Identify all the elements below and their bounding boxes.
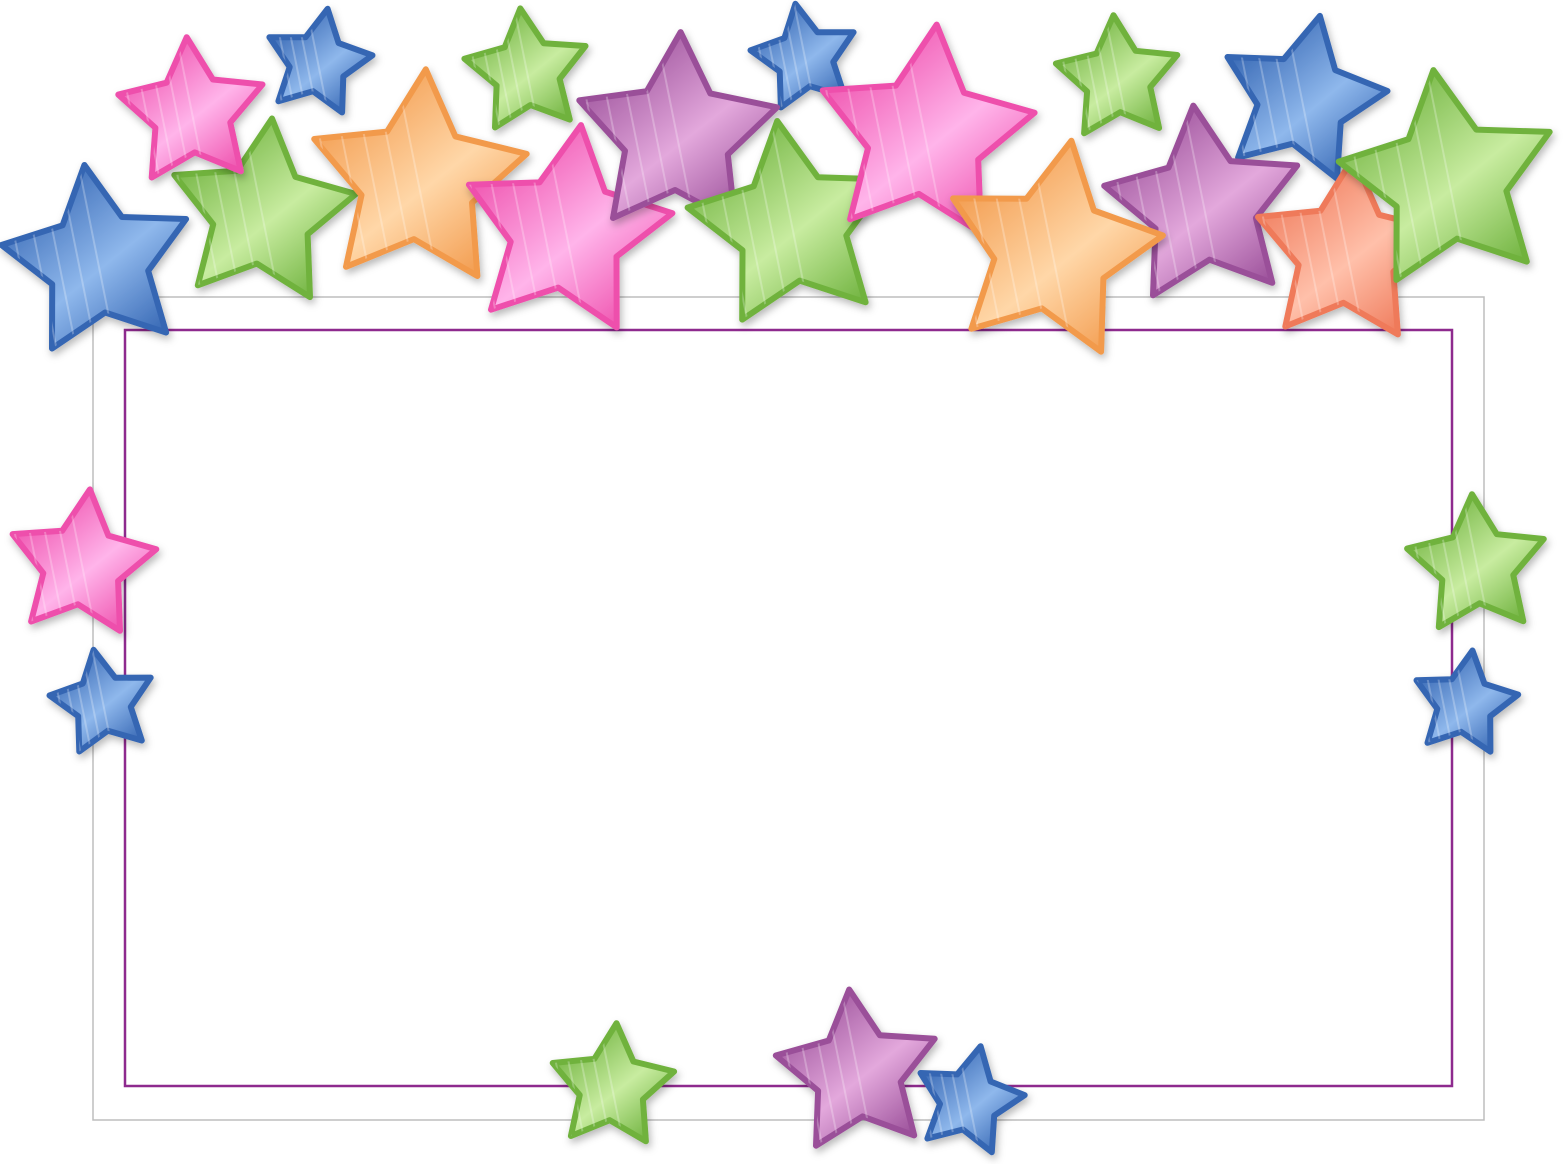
star-green — [1052, 12, 1181, 137]
outer-frame-border — [92, 296, 1485, 1121]
star-blue — [747, 0, 857, 111]
frame — [92, 296, 1485, 1121]
